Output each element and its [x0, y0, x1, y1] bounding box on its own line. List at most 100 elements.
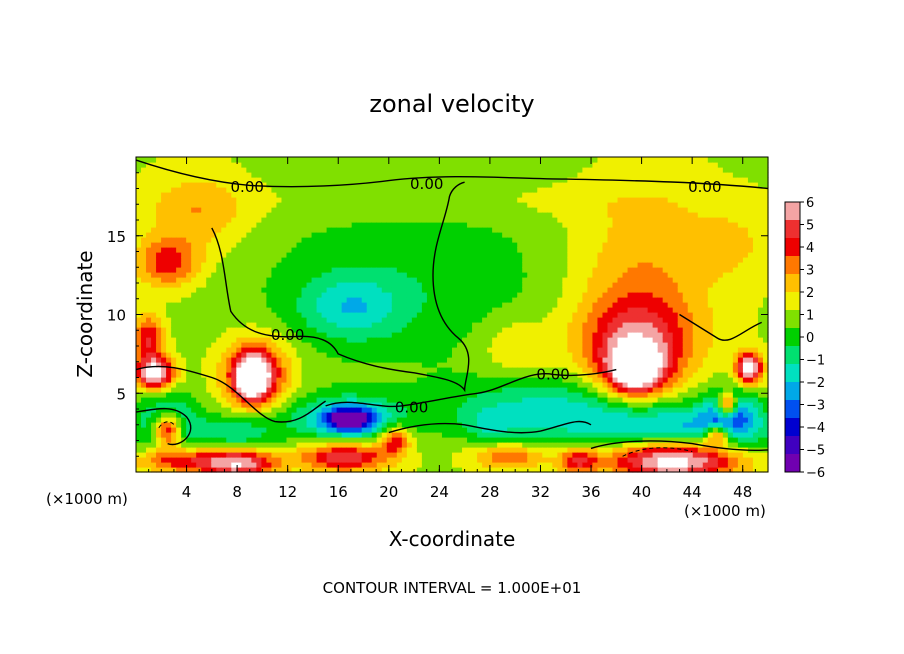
heatmap-cell [256, 202, 262, 208]
heatmap-cell [426, 212, 433, 218]
heatmap-cell [411, 207, 418, 213]
heatmap-cell [426, 397, 433, 403]
heatmap-cell [211, 227, 217, 233]
heatmap-cell [201, 252, 207, 258]
heatmap-cell [436, 332, 443, 338]
heatmap-cell [391, 362, 398, 368]
heatmap-cell [266, 232, 273, 238]
heatmap-cell [156, 292, 162, 298]
heatmap-cell [336, 177, 343, 183]
heatmap-cell [441, 267, 448, 273]
heatmap-cell [386, 217, 393, 223]
heatmap-cell [341, 222, 348, 228]
heatmap-cell [291, 332, 298, 338]
heatmap-cell [421, 232, 428, 238]
heatmap-cell [191, 182, 197, 188]
heatmap-cell [296, 167, 303, 173]
heatmap-cell [346, 397, 353, 403]
heatmap-cell [331, 297, 338, 303]
heatmap-cell [161, 327, 167, 333]
heatmap-cell [467, 272, 473, 278]
heatmap-cell [191, 247, 197, 253]
heatmap-cell [161, 367, 167, 373]
heatmap-cell [226, 162, 232, 168]
heatmap-cell [136, 267, 142, 273]
heatmap-cell [376, 297, 383, 303]
heatmap-cell [141, 242, 147, 248]
heatmap-cell [341, 417, 348, 423]
heatmap-cell [236, 267, 242, 273]
heatmap-cell [156, 382, 162, 388]
heatmap-cell [151, 317, 157, 323]
heatmap-cell [271, 422, 278, 428]
heatmap-cell [386, 387, 393, 393]
heatmap-cell [431, 192, 438, 198]
heatmap-cell [331, 207, 338, 213]
heatmap-cell [527, 397, 533, 403]
heatmap-cell [261, 432, 268, 438]
heatmap-cell [441, 162, 448, 168]
heatmap-cell [216, 327, 222, 333]
heatmap-cell [426, 297, 433, 303]
heatmap-cell [381, 467, 388, 473]
heatmap-cell [311, 202, 318, 208]
heatmap-cell [477, 162, 483, 168]
heatmap-cell [426, 377, 433, 383]
heatmap-cell [472, 227, 478, 233]
heatmap-cell [291, 302, 298, 308]
heatmap-cell [497, 317, 503, 323]
heatmap-cell [306, 347, 313, 353]
heatmap-cell [276, 382, 283, 388]
heatmap-cell [477, 312, 483, 318]
heatmap-cell [416, 377, 423, 383]
heatmap-cell [306, 167, 313, 173]
heatmap-cell [436, 222, 443, 228]
heatmap-cell [512, 372, 518, 378]
heatmap-cell [527, 172, 533, 178]
heatmap-cell [281, 177, 288, 183]
heatmap-cell [517, 362, 523, 368]
heatmap-cell [356, 197, 363, 203]
heatmap-cell [426, 462, 433, 468]
heatmap-cell [286, 317, 293, 323]
heatmap-cell [146, 317, 152, 323]
heatmap-cell [196, 257, 202, 263]
heatmap-cell [431, 272, 438, 278]
heatmap-cell [366, 372, 373, 378]
heatmap-cell [477, 182, 483, 188]
heatmap-cell [156, 312, 162, 318]
heatmap-cell [351, 242, 358, 248]
heatmap-cell [316, 452, 323, 458]
heatmap-cell [291, 392, 298, 398]
heatmap-cell [161, 437, 167, 443]
heatmap-cell [211, 192, 217, 198]
heatmap-cell [406, 272, 413, 278]
heatmap-cell [356, 307, 363, 313]
heatmap-cell [276, 452, 283, 458]
heatmap-cell [141, 257, 147, 263]
heatmap-cell [306, 462, 313, 468]
heatmap-cell [336, 427, 343, 433]
heatmap-cell [141, 182, 147, 188]
heatmap-cell [341, 237, 348, 243]
heatmap-cell [316, 272, 323, 278]
heatmap-cell [482, 422, 488, 428]
heatmap-cell [286, 392, 293, 398]
heatmap-cell [261, 287, 268, 293]
heatmap-cell [151, 267, 157, 273]
heatmap-cell [141, 467, 147, 473]
heatmap-cell [527, 247, 533, 253]
heatmap-cell [321, 197, 328, 203]
heatmap-cell [176, 192, 182, 198]
heatmap-cell [386, 332, 393, 338]
heatmap-cell [221, 242, 227, 248]
heatmap-cell [517, 457, 523, 463]
heatmap-cell [291, 297, 298, 303]
heatmap-cell [211, 182, 217, 188]
heatmap-cell [462, 317, 468, 323]
heatmap-cell [236, 377, 242, 383]
heatmap-cell [191, 192, 197, 198]
heatmap-cell [512, 217, 518, 223]
heatmap-cell [246, 257, 252, 263]
heatmap-cell [386, 342, 393, 348]
